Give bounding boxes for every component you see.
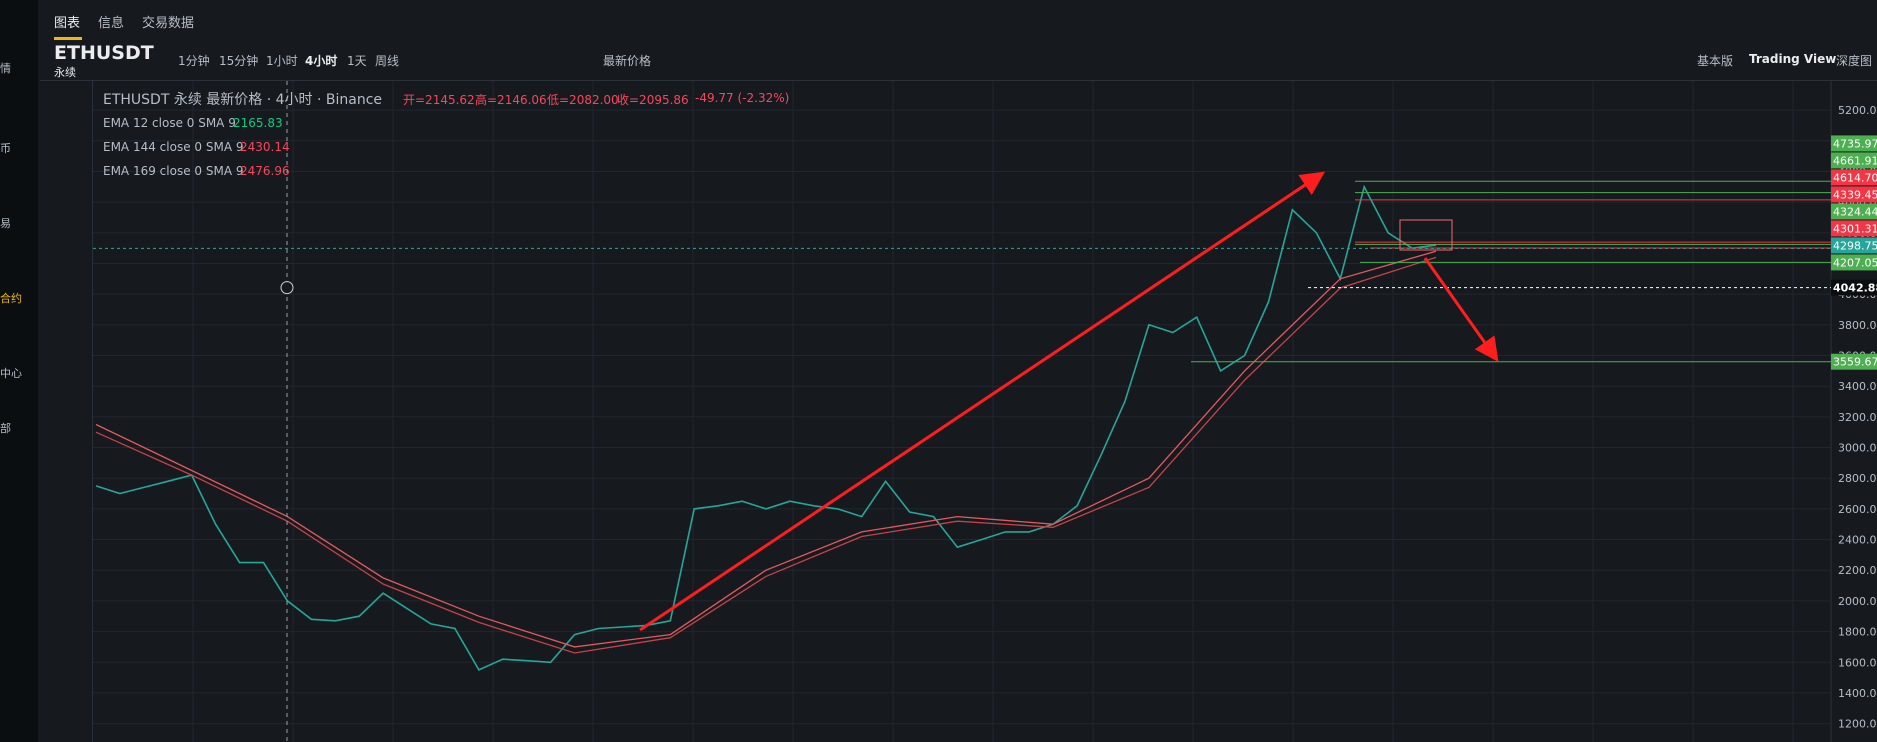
legend-title: ETHUSDT 永续 最新价格 · 4小时 · Binance (103, 92, 383, 108)
ohlc-value: 高=2146.06 (475, 93, 547, 107)
interval[interactable]: 1小时 (266, 54, 298, 68)
y-tick-label: 2800.00 (1838, 472, 1877, 485)
level-label: 4207.05 (1833, 256, 1877, 269)
y-tick-label: 1600.00 (1838, 656, 1877, 669)
y-tick-label: 2000.00 (1838, 595, 1877, 608)
view-option[interactable]: Trading View (1749, 52, 1837, 66)
view-option[interactable]: 深度图 (1836, 54, 1873, 68)
tab-underline (54, 37, 82, 40)
level-label: 4324.44 (1833, 205, 1877, 218)
y-tick-label: 3000.00 (1838, 442, 1877, 455)
pattern-box (1399, 219, 1453, 251)
interval[interactable]: 1分钟 (178, 54, 210, 68)
level-label: 4339.45 (1833, 188, 1877, 201)
y-tick-label: 5200.00 (1838, 104, 1877, 117)
level-label: 4301.31 (1833, 222, 1877, 235)
level-tag (1831, 353, 1877, 370)
level-label: 4661.91 (1833, 154, 1877, 167)
sidebar-label[interactable]: 部 (0, 422, 11, 435)
ohlc-value: -49.77 (-2.32%) (695, 91, 790, 105)
indicator-value: 2165.83 (233, 116, 283, 130)
view-option[interactable]: 基本版 (1697, 54, 1734, 68)
indicator-name: EMA 169 close 0 SMA 9 (103, 164, 244, 178)
ohlc-value: 低=2082.00 (547, 93, 619, 107)
level-tag (1831, 152, 1877, 169)
tab[interactable]: 图表 (54, 16, 81, 31)
interval[interactable]: 4小时 (305, 54, 338, 68)
y-tick-label: 3200.00 (1838, 411, 1877, 424)
level-tag (1831, 169, 1877, 186)
sidebar (0, 0, 38, 742)
drawing-tools (40, 81, 93, 742)
trend-arrow (639, 171, 1325, 632)
level-label: 4042.88 (1833, 282, 1877, 295)
level-tag (1831, 135, 1877, 152)
sidebar-label[interactable]: 中心 (0, 367, 22, 380)
y-tick-label: 3800.00 (1838, 319, 1877, 332)
level-label: 4298.75 (1833, 239, 1877, 252)
sidebar-label[interactable]: 合约 (0, 292, 22, 305)
y-tick-label: 2600.00 (1838, 503, 1877, 516)
interval[interactable]: 15分钟 (219, 54, 259, 68)
interval[interactable]: 1天 (347, 54, 367, 68)
y-tick-label: 3400.00 (1838, 380, 1877, 393)
level-tag (1831, 186, 1877, 203)
ohlc-value: 开=2145.62 (403, 93, 475, 107)
ohlc-value: 收=2095.86 (617, 93, 689, 107)
ema-line (95, 250, 1437, 648)
crosshair-dot (280, 281, 294, 295)
level-tag (1831, 220, 1877, 237)
sidebar-label[interactable]: 币 (0, 142, 11, 155)
level-label: 4735.97 (1833, 137, 1877, 150)
trend-arrow (1423, 257, 1499, 362)
level-tag (1831, 279, 1877, 296)
indicator-value: 2476.96 (240, 164, 290, 178)
symbol: ETHUSDT (54, 42, 154, 64)
level-label: 4614.70 (1833, 171, 1877, 184)
ema-line (95, 256, 1437, 654)
tab-bar (40, 0, 1877, 43)
indicator-value: 2430.14 (240, 140, 290, 154)
interval[interactable]: 周线 (375, 54, 400, 68)
y-tick-label: 2400.00 (1838, 534, 1877, 547)
indicator-name: EMA 12 close 0 SMA 9 (103, 116, 236, 130)
level-label: 3559.67 (1833, 356, 1877, 369)
tab[interactable]: 交易数据 (142, 16, 195, 31)
level-tag (1831, 237, 1877, 254)
price-type[interactable]: 最新价格 (603, 54, 652, 68)
toolbar (40, 42, 1877, 81)
sidebar-label[interactable]: 情 (0, 62, 11, 75)
level-tag (1831, 254, 1877, 271)
y-tick-label: 1200.00 (1838, 718, 1877, 731)
indicator-name: EMA 144 close 0 SMA 9 (103, 140, 244, 154)
y-tick-label: 1400.00 (1838, 687, 1877, 700)
y-tick-label: 2200.00 (1838, 564, 1877, 577)
contract: 永续 (54, 66, 76, 79)
price-line (95, 184, 1437, 671)
plot-bg (93, 81, 1831, 742)
sidebar-label[interactable]: 易 (0, 217, 11, 230)
level-tag (1831, 203, 1877, 220)
tab[interactable]: 信息 (98, 16, 125, 31)
y-tick-label: 1800.00 (1838, 626, 1877, 639)
